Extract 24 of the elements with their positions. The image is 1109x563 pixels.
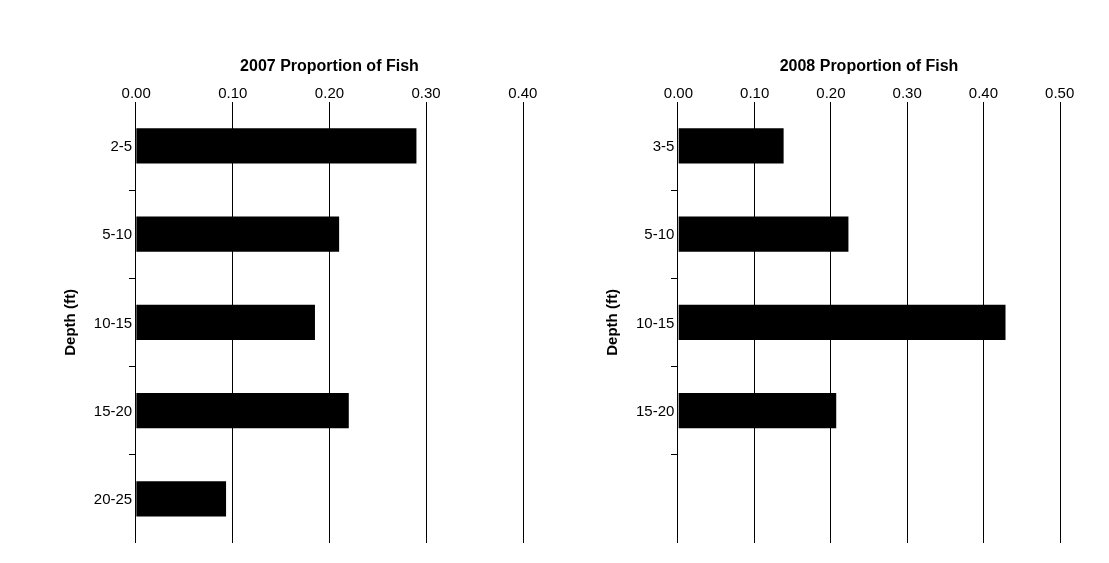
x-tick-label: 0.30 — [411, 83, 441, 101]
x-tick-label: 0.30 — [892, 83, 922, 101]
y-tick-label: 15-20 — [636, 401, 675, 419]
y-tick-label: 10-15 — [636, 313, 675, 331]
x-tick-label: 0.10 — [218, 83, 248, 101]
y-tick-label: 5-10 — [644, 225, 675, 243]
y-tick-label: 10-15 — [93, 313, 133, 331]
y-tick-label: 3-5 — [652, 137, 675, 155]
y-tick-label: 5-10 — [102, 225, 133, 243]
x-tick-label: 0.20 — [314, 83, 345, 101]
x-tick-label: 0.40 — [968, 83, 998, 101]
y-axis-title: Depth (ft) — [603, 289, 621, 356]
y-axis-title: Depth (ft) — [61, 289, 79, 356]
x-tick-label: 0.20 — [816, 83, 846, 101]
y-tick-label: 20-25 — [93, 490, 133, 508]
x-tick-label: 0.50 — [1045, 83, 1075, 101]
x-tick-label: 0.40 — [508, 83, 538, 101]
chart-title: 2008 Proportion of Fish — [779, 56, 959, 74]
y-tick-label: 15-20 — [93, 401, 133, 419]
y-tick-label: 2-5 — [110, 137, 133, 155]
chart-title: 2007 Proportion of Fish — [240, 56, 419, 74]
x-tick-label: 0.00 — [663, 83, 693, 101]
x-tick-label: 0.00 — [121, 83, 151, 101]
x-tick-label: 0.10 — [740, 83, 770, 101]
